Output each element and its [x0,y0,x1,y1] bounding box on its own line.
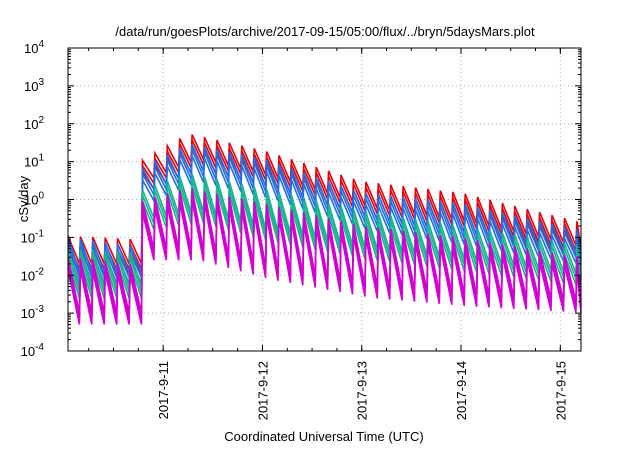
y-tick-label: 102 [24,115,44,132]
series-layer [67,134,582,325]
y-tick-label: 10-2 [21,266,45,283]
chart-title: /data/run/goesPlots/archive/2017-09-15/0… [115,24,535,39]
x-tick-label: 2017-9-14 [454,361,469,420]
y-axis-label: cSv/day [16,175,31,222]
series-line-3-2 [67,200,582,325]
y-tick-label: 10-3 [21,304,45,321]
y-tick-label: 10-4 [21,342,45,359]
x-axis: 2017-9-11 2017-9-12 2017-9-13 2017-9-14 2017… [88,48,568,420]
x-tick-label: 2017-9-12 [255,361,270,420]
y-tick-label: 10-1 [21,228,45,245]
x-tick-label: 2017-9-11 [156,361,171,419]
y-tick-label: 101 [24,153,44,170]
x-tick-label: 2017-9-13 [355,361,370,420]
y-axis: 10-4 10-3 10-2 10-1 100 101 102 103 104 [21,39,581,359]
y-tick-label: 103 [24,77,44,94]
y-tick-label: 100 [24,191,44,208]
x-tick-label: 2017-9-15 [553,361,568,420]
x-axis-label: Coordinated Universal Time (UTC) [224,429,423,444]
y-tick-label: 104 [24,39,44,56]
